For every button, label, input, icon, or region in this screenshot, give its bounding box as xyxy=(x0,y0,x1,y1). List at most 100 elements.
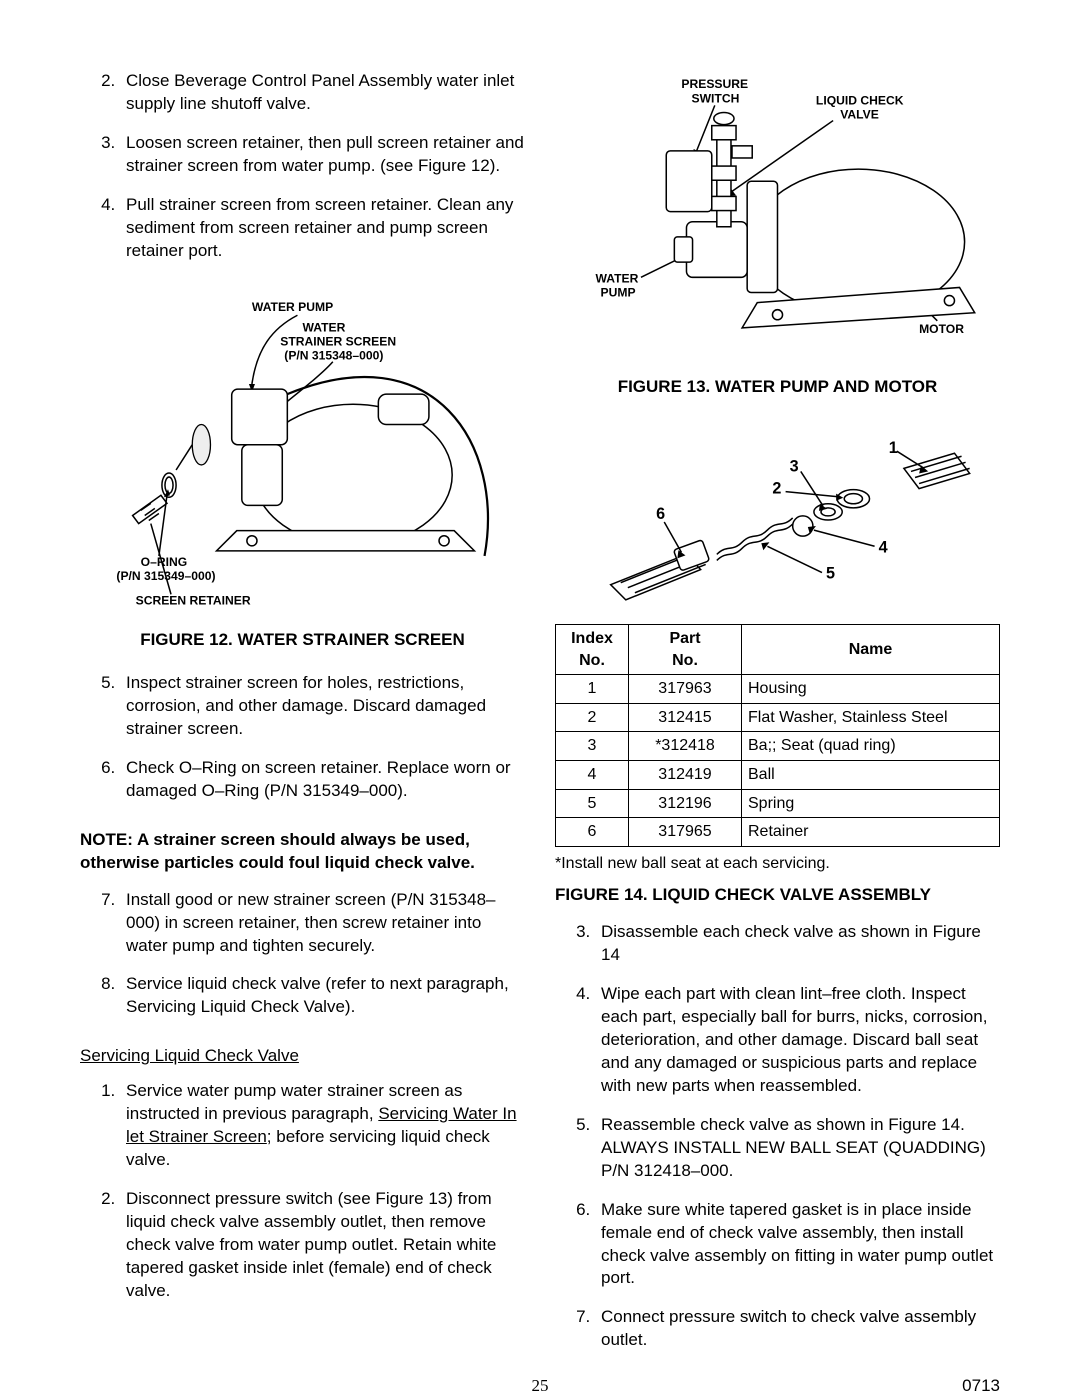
figure-13-svg: PRESSURE SWITCH LIQUID CHECK VALVE WATER… xyxy=(555,70,1000,363)
label-lcv-2: VALVE xyxy=(840,108,879,122)
label-strainer-1: WATER xyxy=(303,320,346,334)
cell-name: Flat Washer, Stainless Steel xyxy=(742,703,1000,732)
step-3: Loosen screen retainer, then pull screen… xyxy=(120,132,525,178)
callout-3: 3 xyxy=(790,458,799,476)
table-row: 3*312418Ba;; Seat (quad ring) xyxy=(556,732,1000,761)
note-strainer: NOTE: A strainer screen should always be… xyxy=(80,829,525,875)
step-7: Install good or new strainer screen (P/N… xyxy=(120,889,525,958)
steps-group-b: Inspect strainer screen for holes, restr… xyxy=(80,672,525,819)
steps-group-a: Close Beverage Control Panel Assembly wa… xyxy=(80,70,525,279)
page-footer: 25 0713 xyxy=(80,1376,1000,1396)
callout-5: 5 xyxy=(826,565,835,583)
cell-index: 5 xyxy=(556,789,629,818)
step-d2: Disconnect pressure switch (see Figure 1… xyxy=(120,1188,525,1303)
page-number: 25 xyxy=(0,1376,1080,1396)
table-row: 6317965Retainer xyxy=(556,818,1000,847)
callout-1: 1 xyxy=(889,439,898,457)
cell-part: 317963 xyxy=(629,675,742,704)
table-row: 5312196Spring xyxy=(556,789,1000,818)
table-row: 4312419Ball xyxy=(556,760,1000,789)
step-text: Connect pressure switch to check valve a… xyxy=(601,1307,976,1349)
cell-index: 6 xyxy=(556,818,629,847)
left-column: Close Beverage Control Panel Assembly wa… xyxy=(80,70,525,1368)
cell-name: Spring xyxy=(742,789,1000,818)
cell-name: Ball xyxy=(742,760,1000,789)
step-text: Loosen screen retainer, then pull screen… xyxy=(126,133,524,175)
page: Close Beverage Control Panel Assembly wa… xyxy=(0,0,1080,1397)
callout-2: 2 xyxy=(772,480,781,498)
step-e6: Make sure white tapered gasket is in pla… xyxy=(595,1199,1000,1291)
step-4: Pull strainer screen from screen retaine… xyxy=(120,194,525,263)
step-text: Make sure white tapered gasket is in pla… xyxy=(601,1200,993,1288)
cell-part: 312419 xyxy=(629,760,742,789)
steps-group-c: Install good or new strainer screen (P/N… xyxy=(80,889,525,1036)
step-text: Check O–Ring on screen retainer. Replace… xyxy=(126,758,511,800)
figure-12: WATER PUMP WATER STRAINER SCREEN (P/N 31… xyxy=(80,293,525,667)
step-e7: Connect pressure switch to check valve a… xyxy=(595,1306,1000,1352)
label-strainer-3: (P/N 315348–000) xyxy=(284,348,383,362)
label-pressure-1: PRESSURE xyxy=(681,77,748,91)
figure-14: 1 2 3 4 xyxy=(555,433,1000,612)
cell-name: Ba;; Seat (quad ring) xyxy=(742,732,1000,761)
cell-part: 312415 xyxy=(629,703,742,732)
parts-table: IndexNo. PartNo. Name 1317963Housing 231… xyxy=(555,624,1000,847)
figure-14-svg: 1 2 3 4 xyxy=(555,433,1000,605)
label-screen-retainer: SCREEN RETAINER xyxy=(136,593,251,607)
step-e5: Reassemble check valve as shown in Figur… xyxy=(595,1114,1000,1183)
table-footnote: *Install new ball seat at each servicing… xyxy=(555,853,1000,875)
step-text: Install good or new strainer screen (P/N… xyxy=(126,890,495,955)
col-index-text: IndexNo. xyxy=(562,628,622,671)
subhead-servicing-lcv: Servicing Liquid Check Valve xyxy=(80,1045,525,1068)
step-text: Reassemble check valve as shown in Figur… xyxy=(601,1115,986,1180)
step-6: Check O–Ring on screen retainer. Replace… xyxy=(120,757,525,803)
label-lcv-1: LIQUID CHECK xyxy=(816,93,904,107)
callout-6: 6 xyxy=(656,505,665,523)
cell-part: *312418 xyxy=(629,732,742,761)
figure-12-caption: FIGURE 12. WATER STRAINER SCREEN xyxy=(80,629,525,652)
label-pressure-2: SWITCH xyxy=(692,91,740,105)
cell-part: 312196 xyxy=(629,789,742,818)
steps-group-d: Service water pump water strainer screen… xyxy=(80,1080,525,1318)
step-text: Close Beverage Control Panel Assembly wa… xyxy=(126,71,514,113)
label-motor: MOTOR xyxy=(919,322,964,336)
step-2: Close Beverage Control Panel Assembly wa… xyxy=(120,70,525,116)
cell-index: 3 xyxy=(556,732,629,761)
col-index: IndexNo. xyxy=(556,625,629,675)
step-5: Inspect strainer screen for holes, restr… xyxy=(120,672,525,741)
label-strainer-2: STRAINER SCREEN xyxy=(280,334,396,348)
step-e4: Wipe each part with clean lint–free clot… xyxy=(595,983,1000,1098)
label-wp-1: WATER xyxy=(595,271,638,285)
step-text: Service liquid check valve (refer to nex… xyxy=(126,974,509,1016)
col-name: Name xyxy=(742,625,1000,675)
cell-index: 2 xyxy=(556,703,629,732)
figure-13-caption: FIGURE 13. WATER PUMP AND MOTOR xyxy=(555,376,1000,399)
step-e3: Disassemble each check valve as shown in… xyxy=(595,921,1000,967)
step-text: Disassemble each check valve as shown in… xyxy=(601,922,981,964)
label-water-pump: WATER PUMP xyxy=(252,300,333,314)
parts-tbody: 1317963Housing 2312415Flat Washer, Stain… xyxy=(556,675,1000,847)
step-text: Disconnect pressure switch (see Figure 1… xyxy=(126,1189,496,1300)
table-header-row: IndexNo. PartNo. Name xyxy=(556,625,1000,675)
step-8: Service liquid check valve (refer to nex… xyxy=(120,973,525,1019)
step-text: Pull strainer screen from screen retaine… xyxy=(126,195,513,260)
col-name-text: Name xyxy=(748,639,993,661)
cell-name: Housing xyxy=(742,675,1000,704)
callout-4: 4 xyxy=(879,538,888,556)
cell-part: 317965 xyxy=(629,818,742,847)
cell-index: 1 xyxy=(556,675,629,704)
cell-index: 4 xyxy=(556,760,629,789)
step-text: Wipe each part with clean lint–free clot… xyxy=(601,984,987,1095)
figure-13: PRESSURE SWITCH LIQUID CHECK VALVE WATER… xyxy=(555,70,1000,413)
step-text: Inspect strainer screen for holes, restr… xyxy=(126,673,486,738)
col-part: PartNo. xyxy=(629,625,742,675)
figure-12-svg: WATER PUMP WATER STRAINER SCREEN (P/N 31… xyxy=(80,293,525,617)
cell-name: Retainer xyxy=(742,818,1000,847)
right-column: PRESSURE SWITCH LIQUID CHECK VALVE WATER… xyxy=(555,70,1000,1368)
step-d1: Service water pump water strainer screen… xyxy=(120,1080,525,1172)
label-wp-2: PUMP xyxy=(601,286,636,300)
two-column-layout: Close Beverage Control Panel Assembly wa… xyxy=(80,70,1000,1368)
figure-14-caption: FIGURE 14. LIQUID CHECK VALVE ASSEMBLY xyxy=(555,884,1000,907)
table-row: 2312415Flat Washer, Stainless Steel xyxy=(556,703,1000,732)
table-row: 1317963Housing xyxy=(556,675,1000,704)
steps-group-e: Disassemble each check valve as shown in… xyxy=(555,921,1000,1368)
